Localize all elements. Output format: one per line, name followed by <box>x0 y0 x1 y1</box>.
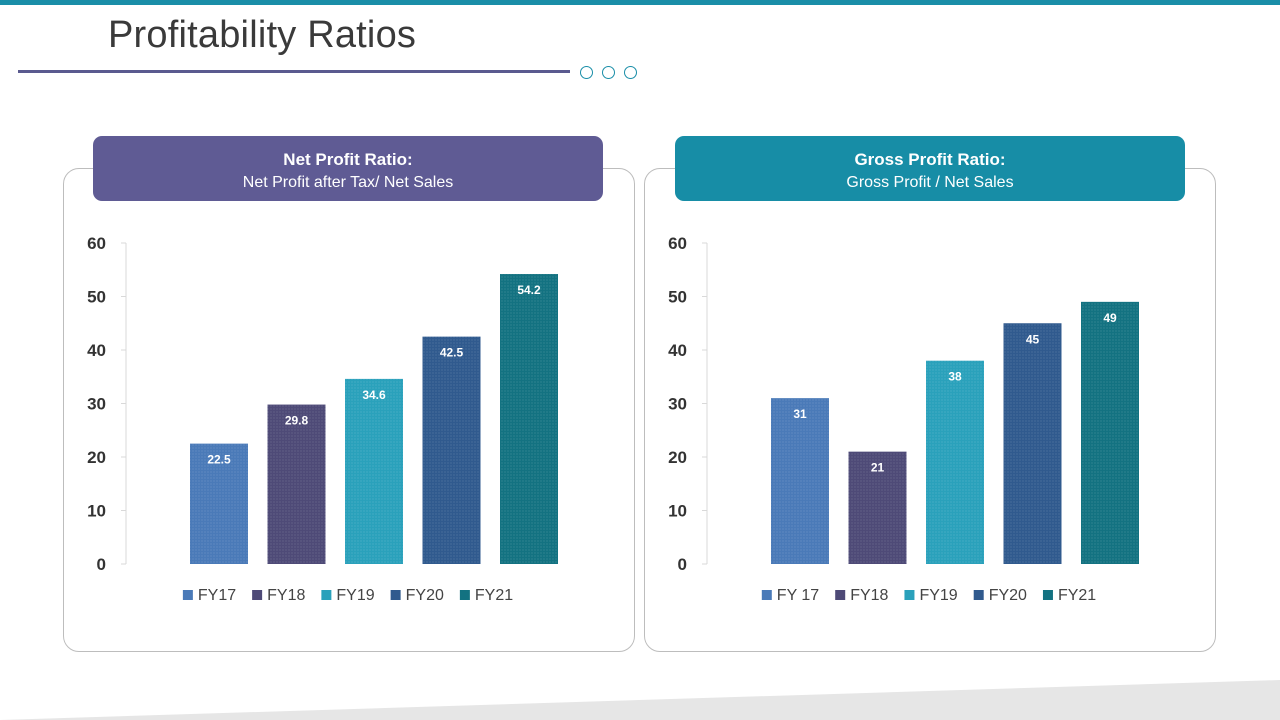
bar-texture <box>500 274 558 564</box>
y-tick-label: 60 <box>87 234 106 253</box>
legend-swatch <box>182 590 193 600</box>
bar-texture <box>422 336 481 564</box>
legend-label: FY21 <box>1058 587 1096 604</box>
bar-texture <box>771 398 829 564</box>
gross-profit-subtitle: Gross Profit / Net Sales <box>846 174 1014 191</box>
bar-data-label: 21 <box>871 461 885 475</box>
legend-swatch <box>904 590 915 600</box>
bar-data-label: 38 <box>948 370 962 384</box>
legend-label: FY20 <box>406 587 444 604</box>
y-tick-label: 40 <box>87 341 106 360</box>
net-profit-header: Net Profit Ratio: Net Profit after Tax/ … <box>93 136 603 201</box>
y-tick-label: 60 <box>668 234 687 253</box>
bar-texture <box>267 404 326 564</box>
y-tick-label: 50 <box>87 288 106 307</box>
legend-label: FY18 <box>267 587 305 604</box>
legend-swatch <box>761 590 772 600</box>
bar-data-label: 45 <box>1026 332 1040 346</box>
decorative-circle-icon <box>602 66 615 79</box>
y-tick-label: 0 <box>678 555 687 574</box>
legend-label: FY19 <box>919 587 957 604</box>
gross-profit-header: Gross Profit Ratio: Gross Profit / Net S… <box>675 136 1185 201</box>
legend-label: FY19 <box>336 587 374 604</box>
page-title: Profitability Ratios <box>108 14 417 56</box>
legend-swatch <box>252 590 263 600</box>
bar-texture <box>190 443 248 564</box>
gross-profit-chart: 0 10 20 30 40 50 60 31 21 38 45 49 FY 17 FY18 FY19 FY20… <box>668 234 1139 604</box>
net-profit-subtitle: Net Profit after Tax/ Net Sales <box>242 174 454 191</box>
legend-swatch <box>459 590 470 600</box>
legend-label: FY 17 <box>777 587 820 604</box>
y-tick-label: 30 <box>87 395 106 414</box>
y-tick-label: 30 <box>668 395 687 414</box>
legend-swatch <box>321 590 332 600</box>
legend-swatch <box>835 590 846 600</box>
bar-texture <box>848 451 907 564</box>
top-accent-bar <box>0 0 1280 5</box>
legend-label: FY17 <box>198 587 236 604</box>
legend-swatch <box>973 590 984 600</box>
bar-data-label: 49 <box>1103 311 1117 325</box>
net-profit-title: Net Profit Ratio: <box>283 150 413 169</box>
title-underline <box>18 70 570 73</box>
y-tick-label: 10 <box>668 502 687 521</box>
y-tick-label: 40 <box>668 341 687 360</box>
bar-texture <box>345 378 403 564</box>
bar-texture <box>926 360 984 564</box>
bar-data-label: 31 <box>793 407 807 421</box>
net-profit-chart: 0 10 20 30 40 50 60 22.5 29.8 34.6 42.5 54.2 FY17 FY1… <box>87 234 558 604</box>
legend-label: FY18 <box>850 587 888 604</box>
bar-data-label: 34.6 <box>362 388 386 402</box>
decorative-circle-icon <box>580 66 593 79</box>
gross-profit-title: Gross Profit Ratio: <box>854 150 1006 169</box>
legend-label: FY20 <box>989 587 1027 604</box>
bar-data-label: 42.5 <box>440 346 464 360</box>
y-tick-label: 20 <box>668 448 687 467</box>
legend-label: FY21 <box>475 587 513 604</box>
legend-swatch <box>390 590 401 600</box>
bar-data-label: 54.2 <box>517 283 541 297</box>
bar-texture <box>1081 301 1139 564</box>
y-tick-label: 0 <box>97 555 106 574</box>
y-tick-label: 50 <box>668 288 687 307</box>
bar-data-label: 29.8 <box>285 414 309 428</box>
legend-swatch <box>1042 590 1053 600</box>
bar-texture <box>1003 323 1062 564</box>
bar-data-label: 22.5 <box>207 453 231 467</box>
y-tick-label: 10 <box>87 502 106 521</box>
y-tick-label: 20 <box>87 448 106 467</box>
bottom-decorative-band <box>0 680 1280 720</box>
decorative-circle-icon <box>624 66 637 79</box>
